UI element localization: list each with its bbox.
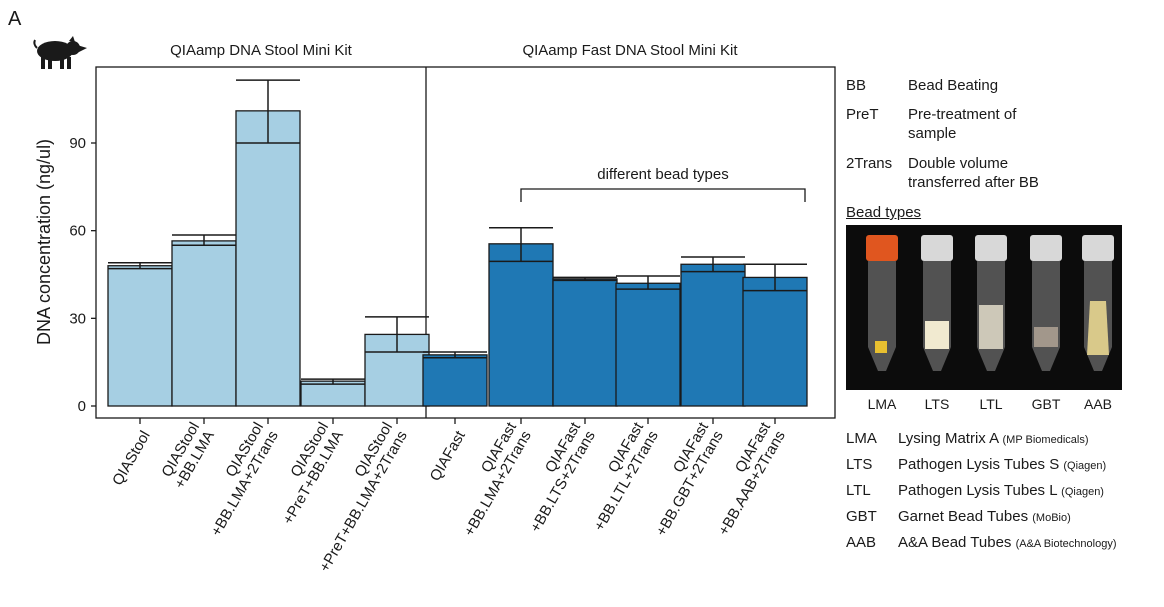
bead-description: Garnet Bead Tubes (MoBio) (898, 507, 1071, 528)
abbreviation-description: Double volume transferred after BB (908, 155, 1039, 191)
bead-source: (MoBio) (1032, 512, 1071, 524)
abbreviation: 2Trans (846, 155, 893, 172)
x-tick-label-line: QIAStool (109, 428, 154, 488)
tube-aab-image (1080, 235, 1116, 375)
abbreviation-description: Bead Beating (908, 77, 999, 94)
plot-frame (95, 66, 836, 419)
bead-source: (A&A Biotechnology) (1015, 538, 1117, 550)
y-tick-label: 0 (78, 398, 86, 415)
bead-name: A&A Bead Tubes (898, 534, 1016, 551)
bead-description: Pathogen Lysis Tubes S (Qiagen) (898, 455, 1106, 476)
tube-label-ltl: LTL (979, 396, 1003, 412)
y-axis-label: DNA concentration (ng/ul) (34, 139, 54, 345)
bar (680, 263, 746, 407)
bead-abbreviation: LTS (846, 456, 873, 473)
bead-abbreviation: LTL (846, 482, 871, 499)
bar (552, 278, 618, 407)
bead-types-title: Bead types (846, 204, 922, 221)
bar-chart: A 0 30 60 90 DNA concentration (ng/ul) QIAamp … (8, 8, 836, 575)
y-tick-label: 30 (69, 310, 86, 327)
tube-ltl-image (973, 235, 1009, 375)
panel-title: QIAamp Fast DNA Stool Mini Kit (522, 42, 738, 59)
bead-name: Garnet Bead Tubes (898, 508, 1033, 525)
x-tick-label: QIAStool+BB.LMA (158, 420, 217, 492)
abbreviation-description: Pre-treatment of sample (908, 106, 1017, 142)
panel-letter: A (8, 8, 22, 30)
bead-description: Lysing Matrix A (MP Biomedicals) (898, 429, 1089, 450)
x-tick-label: QIAStool (109, 428, 154, 488)
tube-labels: LMA LTS LTL GBT AAB (846, 396, 1122, 414)
x-tick-label-line: QIAFast (427, 427, 470, 484)
bead-abbreviation: GBT (846, 508, 877, 525)
bead-abbreviation: LMA (846, 430, 877, 447)
abbreviation-legend: BB Bead Beating PreT Pre-treatment of sampl… (846, 76, 1146, 196)
bead-legend: LMA Lysing Matrix A (MP Biomedicals) LTS Pa… (846, 429, 1164, 559)
bead-description: A&A Bead Tubes (A&A Biotechnology) (898, 533, 1116, 554)
bar (235, 110, 301, 407)
bead-abbreviation: AAB (846, 534, 877, 551)
tube-lts-image (919, 235, 955, 375)
abbreviation: BB (846, 77, 867, 94)
bead-source: (Qiagen) (1063, 460, 1107, 472)
bead-name: Pathogen Lysis Tubes L (898, 482, 1062, 499)
bead-source: (Qiagen) (1061, 486, 1104, 498)
bead-name: Pathogen Lysis Tubes S (898, 456, 1064, 473)
bar (422, 354, 488, 407)
panel-title: QIAamp DNA Stool Mini Kit (170, 42, 353, 59)
tube-label-lts: LTS (924, 396, 950, 412)
abbreviation: PreT (846, 106, 879, 123)
bar (488, 243, 554, 407)
tube-label-gbt: GBT (1031, 396, 1061, 412)
x-tick-label: QIAFast (427, 427, 470, 484)
bead-name: Lysing Matrix A (898, 430, 1003, 447)
y-tick-label: 90 (69, 135, 86, 152)
bar (171, 240, 237, 407)
bead-source: (MP Biomedicals) (1002, 434, 1089, 446)
bar (615, 282, 681, 407)
bead-tubes-photo (846, 225, 1122, 390)
y-tick-label: 60 (69, 223, 86, 240)
bead-bracket (520, 188, 806, 202)
bracket-label: different bead types (597, 166, 728, 183)
bar (742, 276, 808, 407)
tube-lma-image (864, 235, 900, 375)
pig-icon (33, 36, 87, 69)
bead-description: Pathogen Lysis Tubes L (Qiagen) (898, 481, 1104, 502)
tube-label-aab: AAB (1083, 396, 1113, 412)
tube-gbt-image (1028, 235, 1064, 375)
tube-label-lma: LMA (867, 396, 897, 412)
bar (300, 380, 366, 407)
bar (107, 265, 173, 407)
